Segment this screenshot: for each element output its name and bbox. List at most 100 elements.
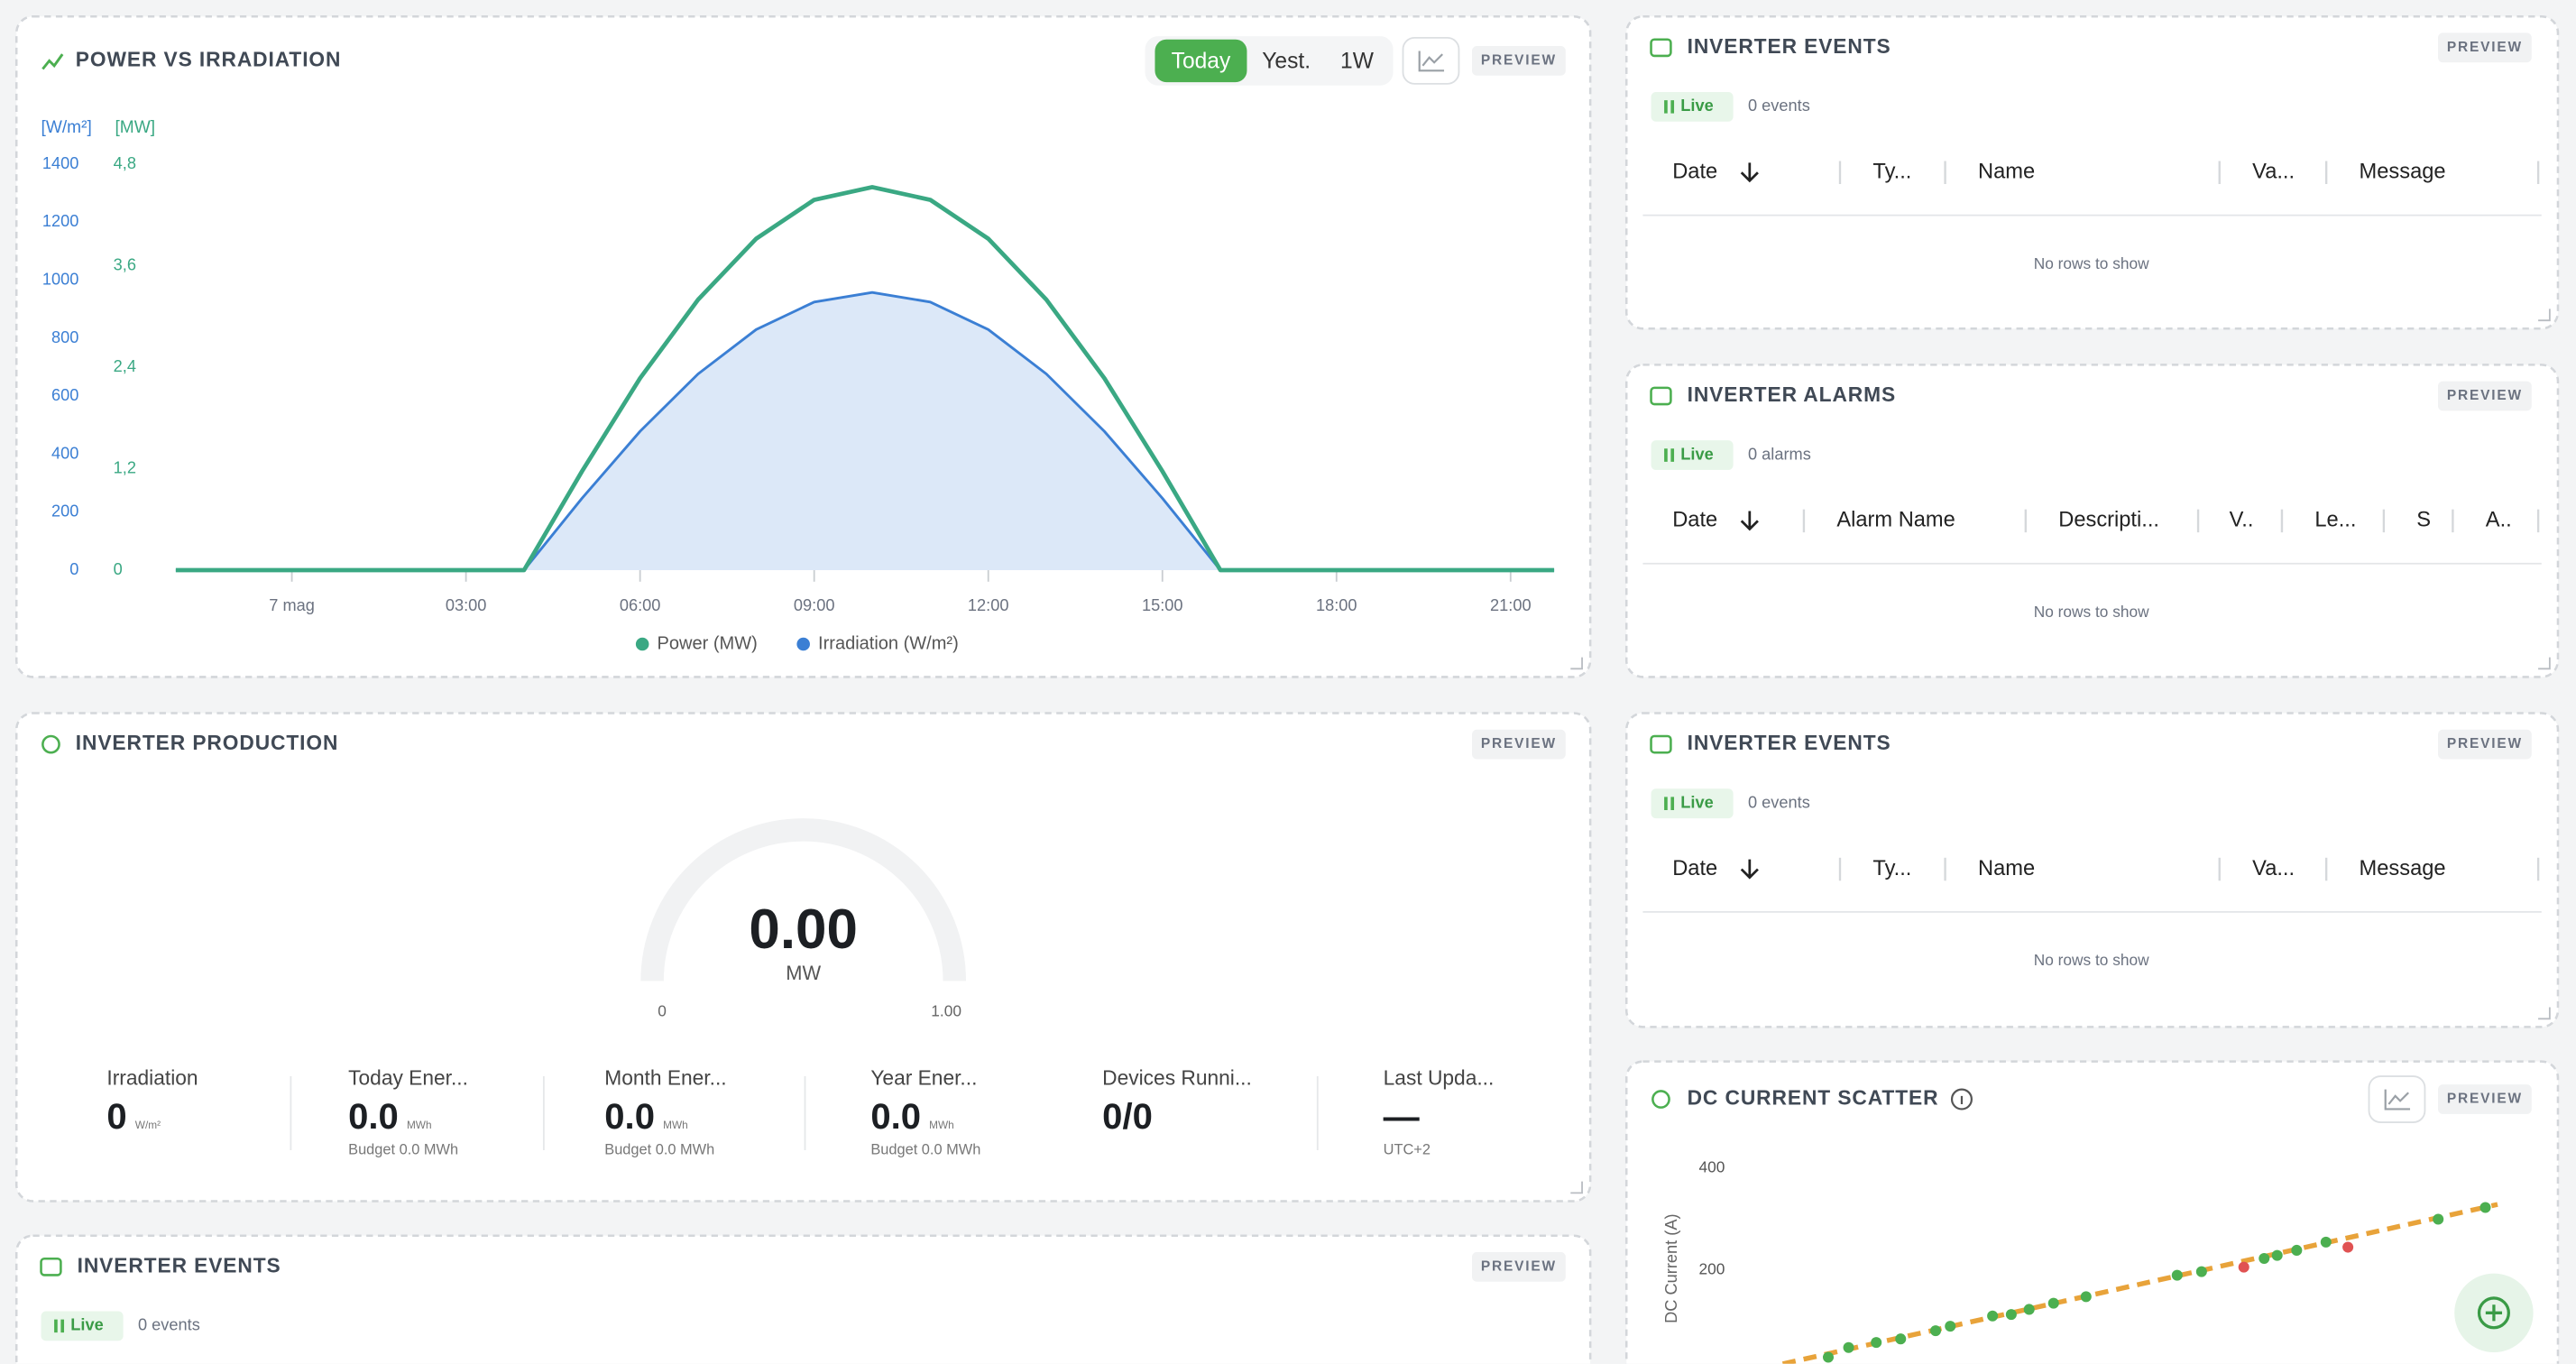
- stat-sub: UTC+2: [1384, 1141, 1431, 1157]
- irradiation-area: [175, 292, 1555, 571]
- preview-label: PREVIEW: [1481, 1258, 1557, 1274]
- column-header: Va...: [2252, 857, 2295, 880]
- y-tick-label: 1400: [42, 154, 78, 172]
- stat-sub: Budget 0.0 MWh: [870, 1141, 980, 1157]
- column-header: Date: [1672, 857, 1717, 880]
- column-header: Date: [1672, 509, 1717, 532]
- scatter-point: [2047, 1297, 2059, 1309]
- panel-icon: [1650, 386, 1672, 406]
- panel-title: INVERTER EVENTS: [1688, 731, 1891, 754]
- stat-value: 0.0: [348, 1097, 399, 1137]
- scatter-point: [2479, 1202, 2491, 1213]
- resize-handle: [1570, 657, 1583, 670]
- y2-tick-label: 2,4: [114, 357, 136, 375]
- gauge-min: 0: [658, 1002, 667, 1020]
- range-button: 1W: [1340, 50, 1375, 74]
- gauge-max: 1.00: [931, 1002, 961, 1020]
- column-header: Date: [1672, 161, 1717, 184]
- live-label: Live: [70, 1316, 103, 1334]
- range-active[interactable]: [1155, 39, 1247, 83]
- panel-icon: [40, 1257, 62, 1276]
- preview-label: PREVIEW: [2447, 736, 2523, 751]
- y-tick-label: 800: [51, 328, 78, 346]
- panel-icon: [1650, 38, 1672, 58]
- chart-toggle[interactable]: [2368, 1075, 2426, 1123]
- column-header: Alarm Name: [1836, 509, 1955, 532]
- trend-line: [1781, 1202, 2498, 1364]
- y2-tick-label: 1,2: [114, 458, 136, 476]
- live-badge: [1651, 92, 1734, 122]
- y2-unit: [MW]: [115, 118, 156, 137]
- legend-label: Irradiation (W/m²): [818, 633, 959, 653]
- stat-value: 0.0: [604, 1097, 655, 1137]
- stat-value: 0/0: [1102, 1097, 1153, 1137]
- x-tick-label: 15:00: [1142, 596, 1183, 614]
- row-count: 0 events: [1748, 97, 1810, 115]
- live-label: Live: [1680, 793, 1713, 811]
- legend-swatch: [635, 637, 649, 651]
- pause-icon: [1664, 448, 1675, 462]
- y-tick-label: 0: [69, 560, 78, 578]
- scatter-point: [2195, 1266, 2207, 1277]
- live-label: Live: [1680, 97, 1713, 115]
- row-count: 0 events: [138, 1316, 200, 1334]
- chart-toggle[interactable]: [1402, 36, 1460, 85]
- panel-title: DC CURRENT SCATTER: [1688, 1086, 1939, 1110]
- panel: [1624, 364, 2560, 678]
- scatter-point: [1871, 1337, 1882, 1349]
- scatter-point: [1987, 1310, 1999, 1322]
- preview-badge: [2438, 729, 2532, 760]
- column-header: Va...: [2252, 161, 2295, 184]
- gauge-value: 0.00: [749, 899, 858, 961]
- sort-arrow: [1740, 162, 1759, 183]
- scatter-point: [2171, 1269, 2183, 1281]
- stat-label: Month Ener...: [604, 1066, 726, 1090]
- scatter-point: [2433, 1213, 2444, 1225]
- legend-label: Power (MW): [658, 633, 758, 653]
- y-unit: [W/m²]: [41, 118, 92, 137]
- column-header: Message: [2360, 161, 2446, 184]
- y2-tick-label: 4,8: [114, 154, 136, 172]
- info-icon[interactable]: [1950, 1088, 1973, 1111]
- add-widget-plus: [2485, 1304, 2503, 1322]
- scatter-point: [2005, 1309, 2017, 1321]
- y-axis-label: DC Current (A): [1662, 1213, 1680, 1323]
- y-tick-label: 1000: [42, 270, 78, 288]
- preview-badge: [1472, 46, 1566, 76]
- scatter-point: [2291, 1244, 2303, 1256]
- chart-toggle-icon: [2384, 1089, 2411, 1111]
- live-badge: [1651, 440, 1734, 470]
- pause-icon: [54, 1319, 65, 1333]
- resize-handle: [2538, 657, 2551, 670]
- sort-arrow: [1740, 859, 1759, 880]
- pause-icon: [1664, 797, 1675, 810]
- preview-badge: [1472, 1251, 1566, 1282]
- column-header: Descripti...: [2058, 509, 2159, 532]
- column-header: Message: [2360, 857, 2446, 880]
- panel-icon: [41, 734, 60, 754]
- x-tick-label: 09:00: [794, 596, 835, 614]
- gauge-track: [640, 818, 967, 982]
- scatter-point: [1930, 1325, 1942, 1337]
- chart-toggle-icon: [1418, 51, 1445, 72]
- column-header: V..: [2230, 509, 2254, 532]
- column-header: A..: [2486, 509, 2512, 532]
- y2-tick-label: 0: [114, 560, 123, 578]
- stat-unit: MWh: [407, 1119, 432, 1131]
- x-tick-label: 12:00: [968, 596, 1009, 614]
- y-tick-label: 200: [1699, 1260, 1725, 1278]
- panel-title: INVERTER ALARMS: [1688, 382, 1896, 406]
- pause-icon: [1664, 100, 1675, 114]
- row-count: 0 events: [1748, 793, 1810, 811]
- y-tick-label: 1200: [42, 212, 78, 230]
- gauge-unit: MW: [786, 962, 821, 984]
- y-tick-label: 400: [1699, 1158, 1725, 1176]
- preview-badge: [2438, 1084, 2532, 1114]
- panel: [1624, 712, 2560, 1028]
- scatter-point: [1895, 1333, 1907, 1345]
- empty-message: No rows to show: [2034, 951, 2149, 969]
- y-tick-label: 200: [51, 502, 78, 521]
- stat-label: Today Ener...: [348, 1066, 468, 1090]
